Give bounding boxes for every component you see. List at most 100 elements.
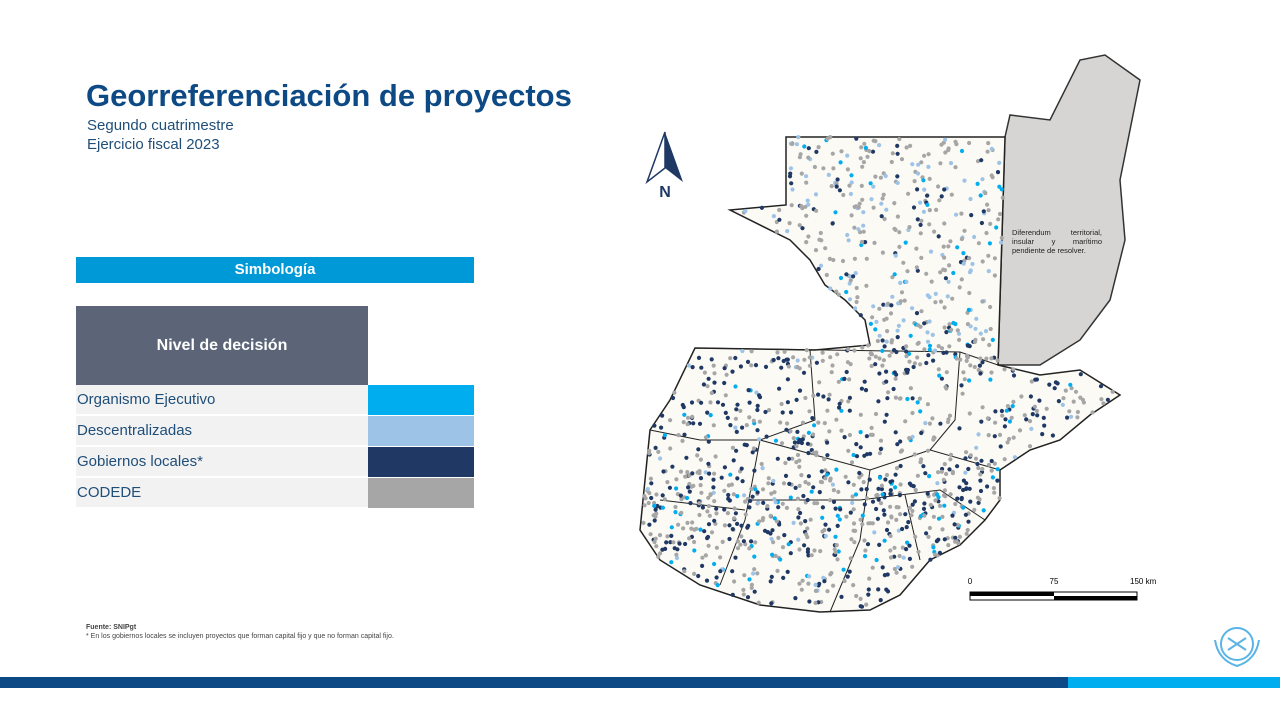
project-dot <box>788 410 794 415</box>
project-dot <box>835 557 840 562</box>
project-dot <box>649 481 654 486</box>
project-dot <box>849 180 854 185</box>
project-dot <box>901 260 906 265</box>
project-dot <box>887 353 892 358</box>
project-dot <box>926 164 931 169</box>
project-dot <box>827 392 832 397</box>
project-dot <box>647 448 652 453</box>
project-dot <box>993 420 998 425</box>
project-dot <box>826 172 831 177</box>
project-dot <box>1030 412 1035 417</box>
project-dot <box>690 520 695 525</box>
project-dot <box>730 569 735 574</box>
project-dot <box>780 410 785 415</box>
project-dot <box>898 482 903 487</box>
project-dot <box>923 421 928 426</box>
project-dot <box>786 542 791 547</box>
project-dot <box>925 491 930 496</box>
project-dot <box>896 505 901 510</box>
project-dot <box>954 212 959 217</box>
project-dot <box>827 256 833 261</box>
project-dot <box>692 571 697 577</box>
project-dot <box>752 567 757 572</box>
project-dot <box>897 136 902 142</box>
project-dot <box>746 523 751 529</box>
project-dot <box>918 460 923 465</box>
project-dot <box>919 430 924 436</box>
project-dot <box>953 501 958 507</box>
north-arrow <box>645 131 666 185</box>
project-dot <box>774 519 780 524</box>
project-dot <box>845 167 851 172</box>
project-dot <box>652 539 657 545</box>
project-dot <box>912 452 917 457</box>
north-arrow <box>665 132 683 182</box>
project-dot <box>1002 367 1007 372</box>
project-dot <box>915 171 921 176</box>
project-dot <box>947 322 952 327</box>
project-dot <box>1068 382 1073 387</box>
project-dot <box>918 222 923 227</box>
project-dot <box>723 410 728 415</box>
project-dot <box>848 510 853 515</box>
project-dot <box>795 429 800 434</box>
project-dot <box>979 458 984 463</box>
project-dot <box>847 432 853 438</box>
project-dot <box>851 507 856 512</box>
project-dot <box>907 505 913 510</box>
project-dot <box>939 376 945 381</box>
project-dot <box>704 578 710 583</box>
project-dot <box>809 489 814 494</box>
project-dot <box>862 554 868 559</box>
project-dot <box>986 253 991 258</box>
project-dot <box>956 541 961 546</box>
project-dot <box>732 579 737 584</box>
project-dot <box>851 521 857 526</box>
project-dot <box>898 396 903 401</box>
project-dot <box>1010 404 1015 409</box>
project-dot <box>942 221 947 226</box>
footer-bar <box>1068 677 1280 688</box>
project-dot <box>835 523 840 529</box>
project-dot <box>813 600 818 606</box>
legend-label: CODEDE <box>76 478 368 508</box>
project-dot <box>948 492 953 497</box>
project-dot <box>907 543 912 548</box>
project-dot <box>739 523 744 528</box>
project-dot <box>1011 399 1016 404</box>
project-dot <box>756 500 761 505</box>
project-dot <box>981 337 986 342</box>
project-dot <box>955 245 960 250</box>
project-dot <box>750 494 755 499</box>
project-dot <box>907 556 913 562</box>
project-dot <box>696 355 702 360</box>
project-dot <box>881 302 886 307</box>
project-dot <box>705 410 710 415</box>
project-dot <box>820 350 825 355</box>
project-dot <box>904 367 909 372</box>
project-dot <box>1027 444 1033 449</box>
project-dot <box>825 453 830 458</box>
project-dot <box>1105 397 1110 402</box>
project-dot <box>770 552 775 557</box>
project-dot <box>989 370 994 375</box>
project-dot <box>733 416 739 421</box>
project-dot <box>977 497 982 502</box>
project-dot <box>882 573 888 578</box>
project-dot <box>729 482 735 487</box>
project-dot <box>927 474 932 479</box>
project-dot <box>954 356 959 361</box>
project-dot <box>873 362 878 367</box>
project-dot <box>892 370 897 375</box>
project-dot <box>922 321 927 326</box>
project-dot <box>806 481 811 486</box>
project-dot <box>926 152 931 157</box>
project-dot <box>822 421 827 426</box>
project-dot <box>916 549 921 554</box>
project-dot <box>766 481 771 486</box>
project-dot <box>793 596 798 601</box>
project-dot <box>941 244 946 249</box>
project-dot <box>669 533 674 539</box>
project-dot <box>796 537 801 542</box>
project-dot <box>799 171 804 176</box>
